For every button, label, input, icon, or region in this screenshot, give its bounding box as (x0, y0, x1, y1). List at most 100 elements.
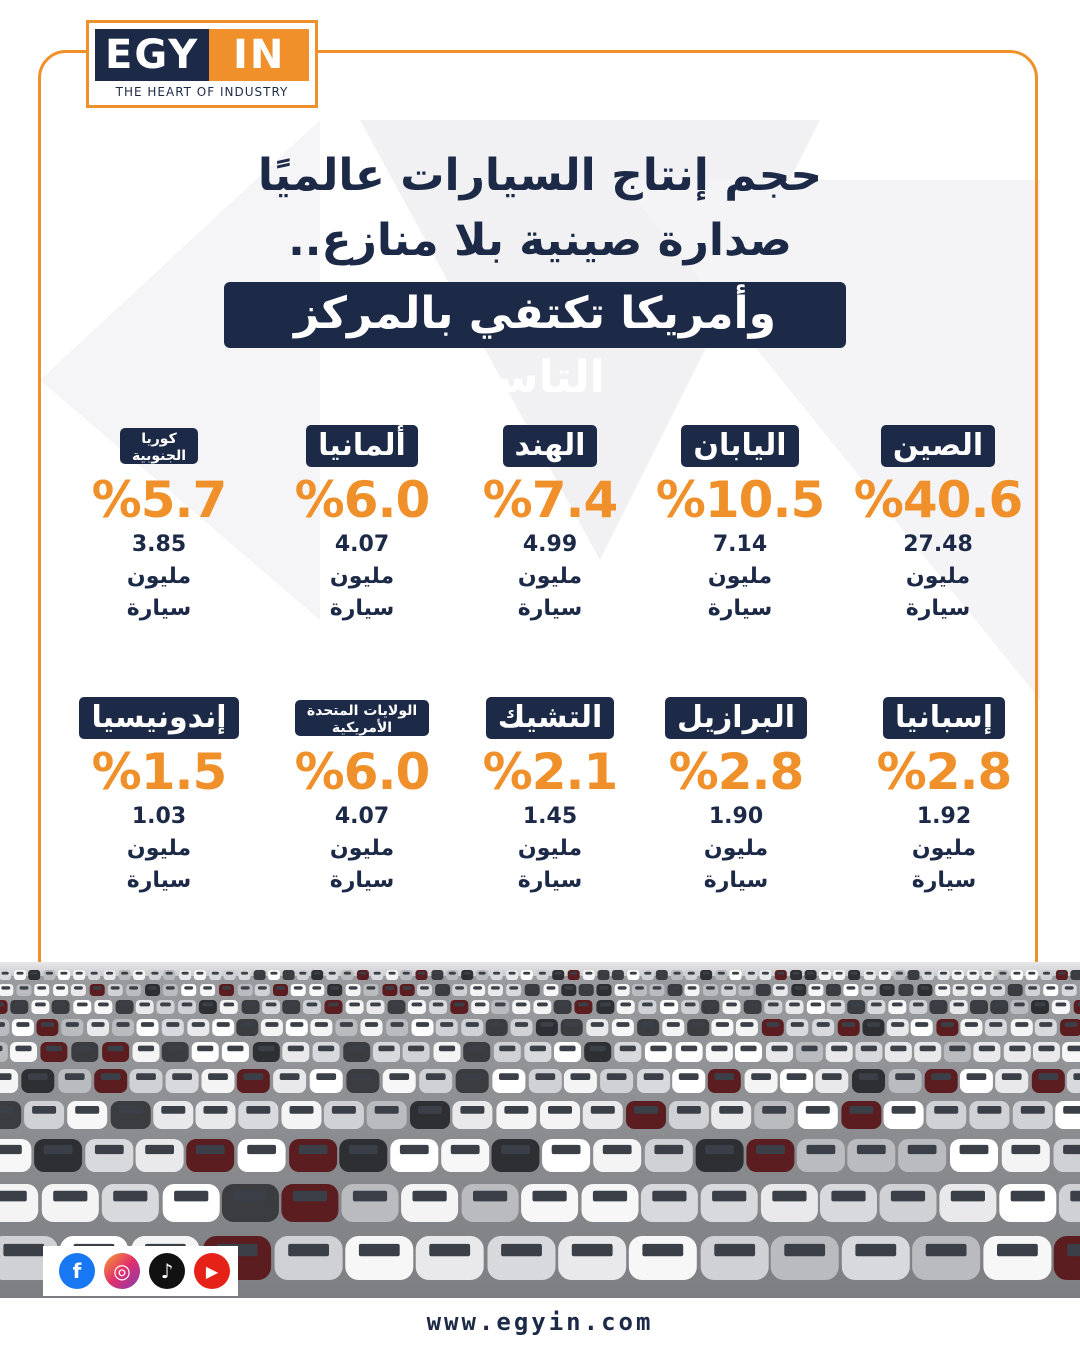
parked-car (281, 1184, 339, 1222)
parked-car (581, 1184, 639, 1222)
car-parking-lot-photo (0, 962, 1080, 1298)
car-windshield (676, 1106, 701, 1114)
parked-car (135, 1000, 154, 1014)
stat-card-india: الهند %7.4 4.99 مليون سيارة (455, 425, 645, 625)
car-windshield (245, 1002, 256, 1007)
parked-car (452, 984, 468, 996)
car-windshield (76, 1002, 88, 1007)
car-windshield (966, 1073, 987, 1080)
parked-car (593, 1139, 642, 1172)
parked-car (487, 1236, 556, 1280)
car-windshield (202, 1002, 214, 1007)
parked-car (1025, 984, 1041, 996)
parked-car (390, 1139, 439, 1172)
parked-car (1033, 1042, 1060, 1062)
parked-car (808, 984, 824, 996)
car-windshield (453, 1002, 465, 1007)
car-windshield (165, 986, 175, 990)
parked-car (254, 984, 270, 996)
car-windshield (634, 1106, 658, 1114)
parked-car (363, 984, 379, 996)
parked-car (668, 1101, 709, 1129)
parked-car (644, 1042, 672, 1062)
parked-car (971, 984, 987, 996)
car-windshield (348, 1045, 365, 1052)
car-windshield (969, 971, 977, 975)
parked-car (687, 1019, 710, 1036)
parked-car (898, 1139, 947, 1172)
car-windshield (462, 1073, 483, 1080)
percent-value: %2.1 (482, 743, 619, 801)
parked-car (461, 1184, 519, 1222)
car-windshield (473, 1190, 508, 1202)
parked-car (132, 1042, 160, 1062)
parked-car (411, 1019, 434, 1036)
car-windshield (240, 1022, 254, 1027)
car-windshield (641, 1022, 655, 1027)
parked-car (212, 1019, 235, 1036)
parked-car (929, 1000, 948, 1014)
parked-car (252, 1042, 280, 1062)
car-windshield (993, 1002, 1005, 1007)
car-windshield (1058, 971, 1066, 975)
car-windshield (858, 1073, 879, 1080)
car-windshield (606, 1073, 627, 1080)
parked-car (528, 1069, 562, 1093)
production-value: 1.90 (708, 804, 764, 829)
car-windshield (73, 986, 83, 990)
facebook-icon[interactable]: f (59, 1253, 95, 1289)
parked-car (1060, 1019, 1080, 1036)
car-windshield (684, 1002, 696, 1007)
website-url[interactable]: www.egyin.com (426, 1308, 654, 1336)
car-windshield (75, 971, 83, 975)
unit-car: سيارة (329, 596, 395, 621)
car-windshield (973, 1002, 985, 1007)
parked-car (797, 1101, 838, 1129)
car-windshield (388, 971, 396, 975)
car-windshield (145, 1144, 174, 1155)
parked-car (826, 1000, 845, 1014)
parked-car (1001, 1139, 1050, 1172)
car-windshield (559, 1045, 576, 1052)
parked-car (446, 970, 459, 980)
parked-car (0, 1101, 22, 1129)
parked-car (156, 1000, 175, 1014)
car-windshield (912, 1002, 924, 1007)
car-windshield (939, 971, 948, 975)
parked-car (366, 1101, 407, 1129)
parked-car (785, 1000, 804, 1014)
car-windshield (571, 1243, 613, 1257)
parked-car (524, 984, 540, 996)
parked-car (833, 970, 846, 980)
parked-car (743, 1000, 762, 1014)
tiktok-icon[interactable]: ♪ (149, 1253, 185, 1289)
car-windshield (181, 1002, 193, 1007)
country-label: ألمانيا (306, 425, 418, 467)
parked-car (53, 984, 69, 996)
car-windshield (106, 971, 114, 975)
car-windshield (100, 1073, 121, 1080)
percent-value: %7.4 (482, 471, 619, 529)
parked-car (574, 1000, 593, 1014)
parked-car (10, 1042, 37, 1062)
parked-car (67, 1101, 108, 1129)
parked-car (943, 1042, 971, 1062)
parked-car (36, 1019, 59, 1036)
parked-car (812, 1019, 835, 1036)
car-windshield (860, 1045, 877, 1052)
parked-car (1012, 1101, 1053, 1129)
car-windshield (129, 986, 139, 990)
car-windshield (909, 971, 918, 975)
instagram-icon[interactable]: ◎ (104, 1253, 140, 1289)
parked-car (11, 1019, 34, 1036)
country-label: التشيك (485, 697, 615, 739)
car-windshield (494, 1002, 506, 1007)
parked-car (71, 1042, 99, 1062)
car-windshield (118, 1106, 143, 1114)
car-windshield (712, 1190, 747, 1202)
car-windshield (565, 1022, 579, 1027)
car-windshield (508, 971, 516, 975)
car-windshield (499, 1045, 516, 1052)
car-windshield (509, 986, 519, 990)
youtube-icon[interactable]: ▶ (194, 1253, 230, 1289)
